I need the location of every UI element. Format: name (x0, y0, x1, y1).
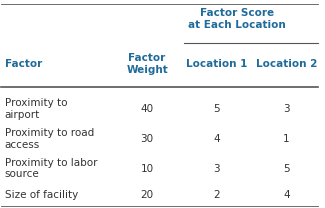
Text: Factor Score
at Each Location: Factor Score at Each Location (188, 8, 286, 30)
Text: 1: 1 (283, 134, 290, 144)
Text: 5: 5 (214, 104, 220, 114)
Text: Factor
Weight: Factor Weight (126, 53, 168, 75)
Text: 3: 3 (214, 164, 220, 174)
Text: 30: 30 (140, 134, 154, 144)
Text: 4: 4 (214, 134, 220, 144)
Text: Proximity to labor
source: Proximity to labor source (5, 158, 97, 180)
Text: 4: 4 (283, 190, 290, 200)
Text: 3: 3 (283, 104, 290, 114)
Text: 20: 20 (140, 190, 154, 200)
Text: Proximity to
airport: Proximity to airport (5, 98, 67, 120)
Text: Factor: Factor (5, 59, 42, 69)
Text: Size of facility: Size of facility (5, 190, 78, 200)
Text: 2: 2 (214, 190, 220, 200)
Text: Proximity to road
access: Proximity to road access (5, 128, 94, 150)
Text: 40: 40 (140, 104, 154, 114)
Text: 10: 10 (140, 164, 154, 174)
Text: Location 2: Location 2 (256, 59, 317, 69)
Text: Location 1: Location 1 (186, 59, 247, 69)
Text: 5: 5 (283, 164, 290, 174)
